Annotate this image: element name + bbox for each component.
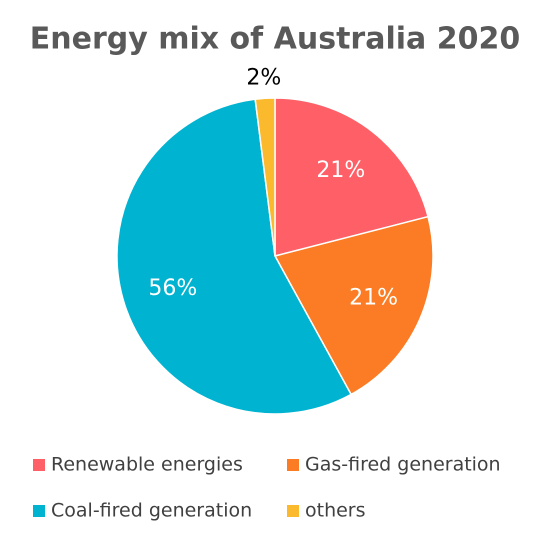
legend-label: others <box>305 500 366 522</box>
pie-slice <box>273 215 434 396</box>
data-label: 21% <box>316 158 365 183</box>
legend-swatch <box>33 459 45 471</box>
data-label: 56% <box>148 276 197 301</box>
legend-label: Gas-fired generation <box>305 454 501 476</box>
pie-slice <box>116 98 353 415</box>
pie-slice <box>274 97 429 257</box>
legend-label: Renewable energies <box>51 454 243 476</box>
legend-label: Coal-fired generation <box>51 500 252 522</box>
legend-swatch <box>33 505 45 517</box>
legend-swatch <box>287 459 299 471</box>
data-label: 21% <box>349 286 398 311</box>
chart-title: Energy mix of Australia 2020 <box>30 22 520 57</box>
pie-slice <box>254 97 276 257</box>
legend-swatch <box>287 505 299 517</box>
data-label: 2% <box>246 65 281 90</box>
